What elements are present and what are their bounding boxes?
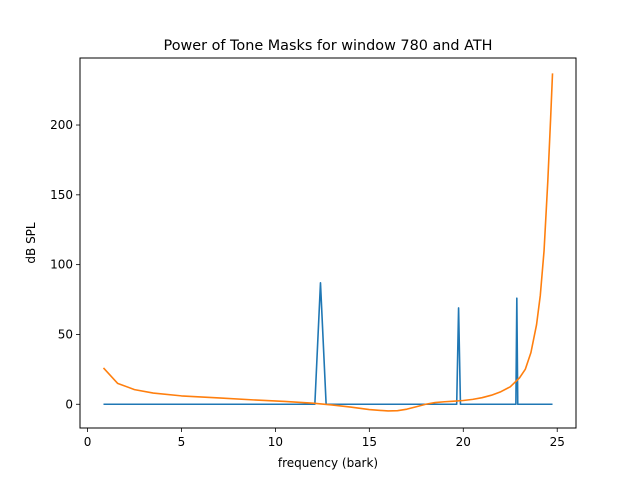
y-tick-label: 0 [65,397,73,411]
y-tick-label: 50 [58,327,73,341]
x-tick-label: 10 [268,435,283,449]
series-line-1 [103,281,553,406]
chart-title: Power of Tone Masks for window 780 and A… [164,38,493,54]
x-tick-label: 20 [456,435,471,449]
x-tick-label: 0 [84,435,92,449]
y-tick-label: 150 [50,188,73,202]
y-tick-label: 200 [50,118,73,132]
y-axis: 0 50 100 150 200 [50,118,80,411]
axes-frame [79,57,577,429]
x-tick-label: 15 [362,435,377,449]
plot-lines [102,73,554,412]
series-line-2 [102,73,554,412]
x-tick-label: 5 [178,435,186,449]
x-tick-label: 25 [550,435,565,449]
y-axis-label: dB SPL [24,222,38,264]
x-axis-label: frequency (bark) [278,456,378,470]
y-tick-label: 100 [50,258,73,272]
x-axis: 0 5 10 15 20 25 [84,428,565,449]
